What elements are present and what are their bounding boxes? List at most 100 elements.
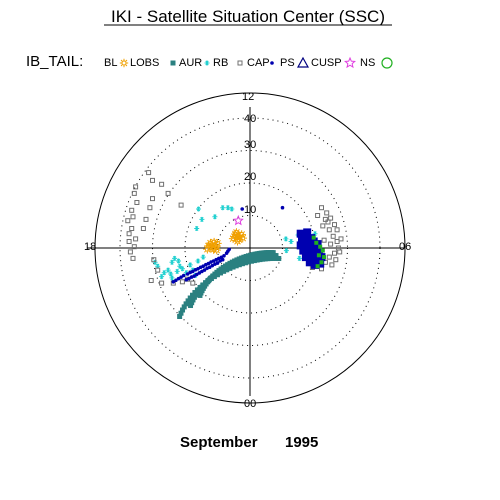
dayside-navy-cluster (296, 228, 326, 269)
cap-point-32 (328, 215, 334, 221)
lobs-point-21 (232, 228, 241, 237)
cap-point-21 (140, 226, 146, 231)
rb-point-33 (283, 248, 289, 254)
legend-marker-cap (237, 60, 243, 66)
ps-point-34 (171, 280, 176, 284)
aur-point (183, 301, 189, 307)
cap-point-36 (326, 227, 332, 233)
cap-point-37 (320, 223, 326, 229)
dayside-navy-point-23 (301, 253, 310, 262)
rb-point-26 (283, 236, 289, 242)
cap-point-44 (333, 257, 339, 263)
ps-point-22 (204, 262, 208, 267)
radial-tick-labels: 10 20 30 40 (244, 113, 256, 216)
aur-point (190, 297, 196, 303)
chart-title: IKI - Satellite Situation Center (SSC) (111, 7, 385, 26)
legend-label-lobs: LOBS (130, 57, 159, 69)
legend-marker-lobs (119, 58, 129, 68)
cap-point-6 (129, 226, 135, 231)
rb-point-6 (187, 262, 193, 268)
dayside-navy-point-0 (296, 229, 305, 238)
radial-tick-40: 40 (244, 113, 256, 125)
aur-point (241, 257, 247, 263)
dayside-navy-point-15 (299, 246, 308, 255)
rb-point-15 (169, 275, 175, 281)
cap-point-34 (332, 222, 337, 228)
legend-entry-aur: AUR (170, 57, 202, 69)
rb-point-5 (195, 258, 201, 264)
aur-point (247, 256, 253, 262)
aur-point (254, 257, 260, 263)
rb-point-10 (177, 263, 183, 269)
legend: IB_TAIL: BL LOBS AUR RB CAP PS CUSP NS (26, 53, 393, 70)
cap-point-42 (332, 250, 337, 256)
aur-point (188, 303, 194, 309)
lobs-point-22 (233, 237, 242, 246)
lobs-point-11 (212, 245, 221, 255)
rb-point-23 (225, 205, 231, 211)
ps-point-38 (280, 205, 285, 210)
cap-point-31 (324, 210, 330, 216)
ps-point-14 (184, 277, 189, 282)
ns-point-0 (232, 214, 244, 226)
aur-point (231, 261, 237, 267)
aur-point (257, 257, 263, 263)
dayside-green-point-0 (311, 235, 316, 240)
ps-point-31 (179, 275, 183, 279)
polar-plot: 10 20 30 40 12 00 18 06 (84, 91, 411, 410)
cap-point-45 (329, 262, 335, 268)
data-points (125, 170, 344, 286)
aur-band-2 (177, 255, 282, 319)
aur-point (200, 282, 206, 288)
aur-point (197, 284, 203, 290)
legend-items: BL LOBS AUR RB CAP PS CUSP NS (104, 56, 393, 69)
aur-point (192, 290, 198, 296)
rb-point-31 (296, 255, 302, 261)
mlt-label-left: 18 (84, 241, 96, 253)
cap-point-19 (147, 205, 153, 211)
legend-entry-cusp: CUSP (296, 56, 342, 69)
dayside-green-point-5 (322, 255, 327, 260)
aur-point (249, 255, 255, 261)
aur-point (242, 260, 248, 266)
legend-label-cusp: CUSP (311, 57, 342, 69)
dayside-green-cluster (311, 235, 327, 269)
ps-point-39 (240, 207, 244, 211)
radial-tick-10: 10 (244, 204, 256, 216)
dayside-navy-point-24 (298, 237, 306, 246)
cap-point-7 (126, 231, 132, 237)
cap-point-25 (159, 280, 165, 286)
aur-point (239, 258, 245, 264)
dayside-green-point-2 (318, 244, 323, 249)
aur-point (189, 300, 195, 306)
ps-point-6 (205, 266, 209, 271)
radial-tick-30: 30 (244, 139, 256, 151)
dayside-green-point-7 (315, 264, 320, 269)
cap-point-20 (143, 216, 149, 222)
aur-point (236, 262, 242, 268)
cap-point-17 (178, 202, 184, 208)
legend-marker-aur (170, 60, 176, 66)
rb-point-27 (288, 239, 294, 244)
ps-point-26 (193, 268, 198, 272)
aur-point (190, 292, 196, 298)
rb-point-7 (179, 266, 185, 272)
aur-point (221, 268, 227, 274)
cap-point-14 (146, 170, 152, 176)
cap-point-13 (150, 177, 155, 183)
legend-entry-cap: CAP (237, 57, 270, 69)
ps-point-33 (174, 278, 178, 283)
rb-point-9 (174, 268, 180, 274)
date-year: 1995 (285, 434, 318, 451)
legend-marker-ns (344, 56, 356, 69)
rb-point-3 (194, 226, 200, 231)
aur-point (194, 287, 200, 293)
rb-point-17 (172, 255, 178, 261)
aur-point (178, 310, 184, 316)
cap-point-18 (150, 196, 155, 202)
lobs-point-8 (206, 238, 215, 248)
cap-point-33 (325, 219, 331, 225)
aur-point (251, 258, 257, 264)
ps-point-15 (222, 254, 226, 258)
aur-point (224, 267, 230, 273)
